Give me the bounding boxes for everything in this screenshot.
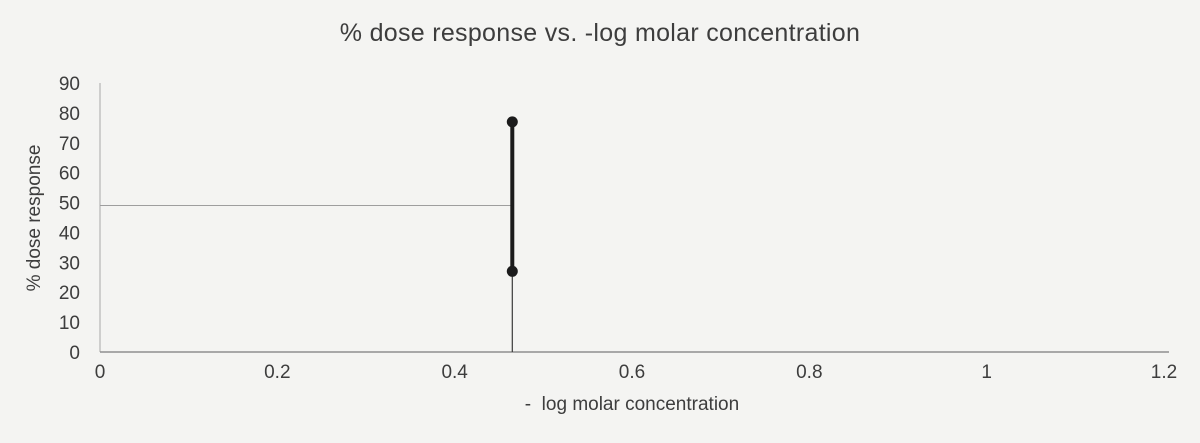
- y-tick-label: 70: [59, 134, 80, 155]
- x-tick-label: 0.8: [796, 362, 822, 383]
- y-tick-label: 0: [69, 343, 80, 364]
- x-tick-label: 0: [95, 362, 106, 383]
- data-point-marker: [506, 265, 518, 277]
- x-tick-label: 0.4: [441, 362, 468, 383]
- y-tick-label: 60: [59, 164, 80, 185]
- y-tick-label: 40: [59, 223, 80, 244]
- y-tick-label: 30: [59, 253, 80, 274]
- data-point-marker: [506, 116, 518, 128]
- x-tick-label: 1.2: [1151, 362, 1177, 383]
- chart-title: % dose response vs. -log molar concentra…: [339, 19, 861, 47]
- y-tick-label: 80: [59, 104, 80, 125]
- x-tick-label: 0.2: [264, 362, 290, 383]
- y-tick-label: 20: [59, 283, 80, 304]
- y-tick-label: 10: [59, 313, 80, 334]
- x-tick-label: 1: [981, 362, 992, 383]
- x-tick-label: 0.6: [619, 362, 645, 383]
- y-tick-label: 50: [59, 194, 80, 215]
- x-axis-title: - log molar concentration: [524, 394, 740, 415]
- y-tick-label: 90: [59, 74, 80, 95]
